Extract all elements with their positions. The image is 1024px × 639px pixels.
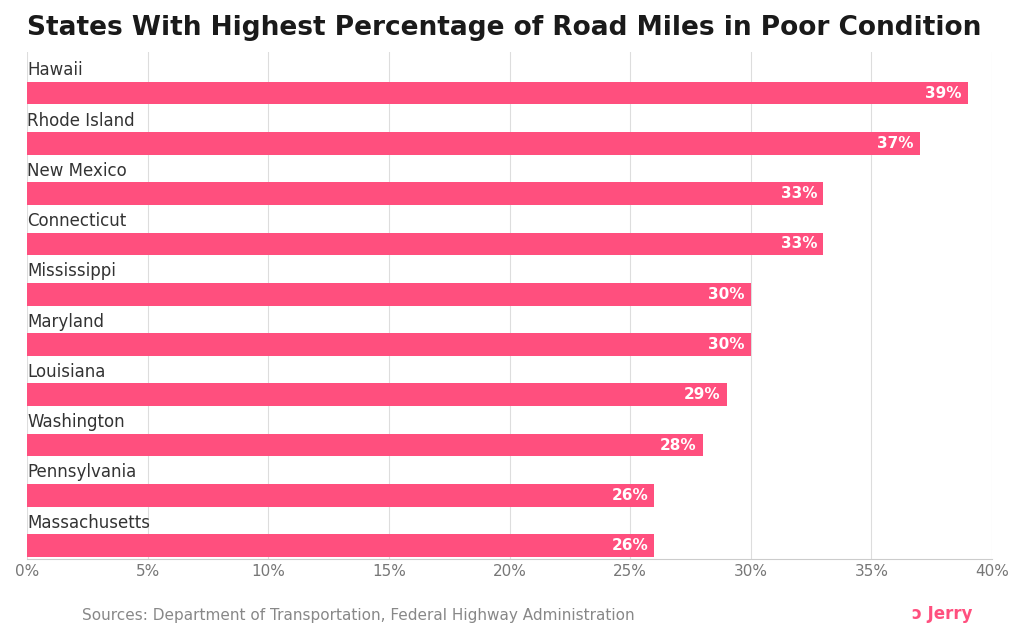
Bar [27,182,823,205]
Text: Pennsylvania: Pennsylvania [27,463,136,482]
Text: Hawaii: Hawaii [27,61,83,79]
Text: 30%: 30% [709,337,744,352]
Text: 28%: 28% [659,438,696,452]
Text: 33%: 33% [780,236,817,252]
Text: 30%: 30% [709,287,744,302]
Text: Massachusetts: Massachusetts [27,514,151,532]
Bar [27,233,823,255]
Text: Connecticut: Connecticut [27,212,126,230]
Bar [27,283,751,305]
Text: Sources: Department of Transportation, Federal Highway Administration: Sources: Department of Transportation, F… [82,608,635,623]
Text: 39%: 39% [926,86,962,100]
Bar [27,484,654,507]
Text: 29%: 29% [684,387,721,403]
Text: Washington: Washington [27,413,125,431]
Text: 37%: 37% [878,136,913,151]
Text: 26%: 26% [611,488,648,503]
Text: 26%: 26% [611,538,648,553]
Text: Mississippi: Mississippi [27,263,116,281]
Bar [27,434,702,456]
Bar [27,82,968,104]
Bar [27,132,920,155]
Bar [27,534,654,557]
Text: 33%: 33% [780,186,817,201]
Text: Rhode Island: Rhode Island [27,112,135,130]
Text: ɔ Jerry: ɔ Jerry [912,605,973,623]
Text: States With Highest Percentage of Road Miles in Poor Condition: States With Highest Percentage of Road M… [27,15,981,41]
Bar [27,383,727,406]
Bar [27,333,751,356]
Text: Louisiana: Louisiana [27,363,105,381]
Text: Maryland: Maryland [27,312,104,330]
Text: New Mexico: New Mexico [27,162,127,180]
